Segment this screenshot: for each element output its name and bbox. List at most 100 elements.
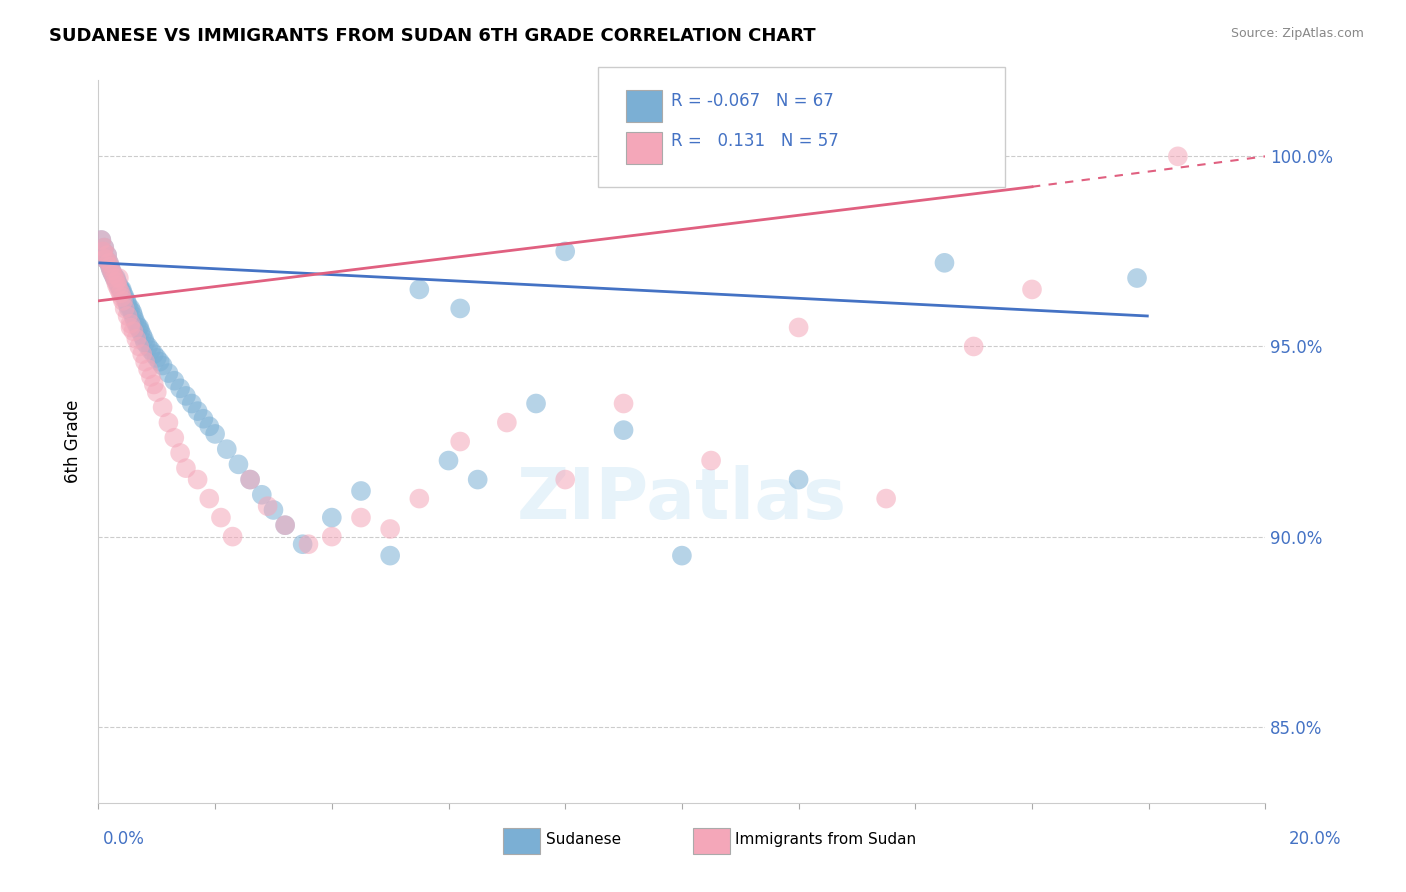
Point [554,244,576,259]
Point [437,453,460,467]
Point [115,293,138,308]
Text: Source: ZipAtlas.com: Source: ZipAtlas.com [1230,27,1364,40]
Point [209,510,232,524]
Point [169,381,191,395]
Point [449,301,471,316]
Point [274,518,297,533]
Point [152,401,174,415]
Point [128,320,150,334]
Point [97,256,120,270]
Point [98,260,121,274]
Point [111,286,134,301]
Point [111,290,134,304]
Point [1126,271,1149,285]
Point [700,453,723,467]
Point [146,385,169,400]
Point [613,396,636,410]
Point [120,317,142,331]
Point [121,305,143,319]
Point [163,431,186,445]
Point [408,491,430,506]
Text: Immigrants from Sudan: Immigrants from Sudan [735,832,917,847]
Point [96,248,118,262]
Point [187,404,209,418]
Point [131,347,153,361]
Point [124,313,146,327]
Point [132,332,155,346]
Point [101,267,124,281]
Point [129,324,152,338]
Point [136,339,159,353]
Point [110,286,132,301]
Point [96,248,118,262]
Point [1021,282,1043,296]
Point [122,309,145,323]
Point [297,537,319,551]
Point [554,473,576,487]
Point [90,233,112,247]
Point [134,335,156,350]
Point [139,343,162,358]
Point [934,256,956,270]
Point [146,351,169,365]
Point [962,339,984,353]
Point [139,370,162,384]
Point [180,396,202,410]
Point [149,354,172,368]
Point [93,241,115,255]
Point [787,320,810,334]
Point [198,491,221,506]
Point [228,458,250,472]
Point [198,419,221,434]
Point [117,309,139,323]
Point [221,530,243,544]
Point [142,377,165,392]
Point [104,271,127,285]
Point [174,389,197,403]
Point [875,491,897,506]
Point [108,271,131,285]
Point [91,244,114,259]
Point [380,549,402,563]
Text: R = -0.067   N = 67: R = -0.067 N = 67 [671,92,834,110]
Point [98,260,121,274]
Point [94,252,117,266]
Point [90,233,112,247]
Point [157,366,180,380]
Point [134,354,156,368]
Point [613,423,636,437]
Point [100,263,122,277]
Point [110,282,132,296]
Point [174,461,197,475]
Text: ZIPatlas: ZIPatlas [517,465,846,533]
Point [111,282,134,296]
Point [321,530,343,544]
Y-axis label: 6th Grade: 6th Grade [65,400,83,483]
Point [125,332,148,346]
Point [291,537,314,551]
Point [380,522,402,536]
Text: 0.0%: 0.0% [103,830,145,847]
Point [204,426,226,441]
Point [193,411,215,425]
Point [120,301,142,316]
Point [671,549,693,563]
Point [152,359,174,373]
Point [169,446,191,460]
Point [131,328,153,343]
Point [136,362,159,376]
Point [467,473,489,487]
Text: SUDANESE VS IMMIGRANTS FROM SUDAN 6TH GRADE CORRELATION CHART: SUDANESE VS IMMIGRANTS FROM SUDAN 6TH GR… [49,27,815,45]
Point [127,320,149,334]
Point [350,510,373,524]
Point [125,317,148,331]
Point [787,473,810,487]
Point [100,263,122,277]
Text: 20.0%: 20.0% [1288,830,1341,847]
Point [239,473,262,487]
Text: Sudanese: Sudanese [546,832,620,847]
Point [524,396,547,410]
Point [104,271,127,285]
Point [250,488,273,502]
Point [94,252,117,266]
